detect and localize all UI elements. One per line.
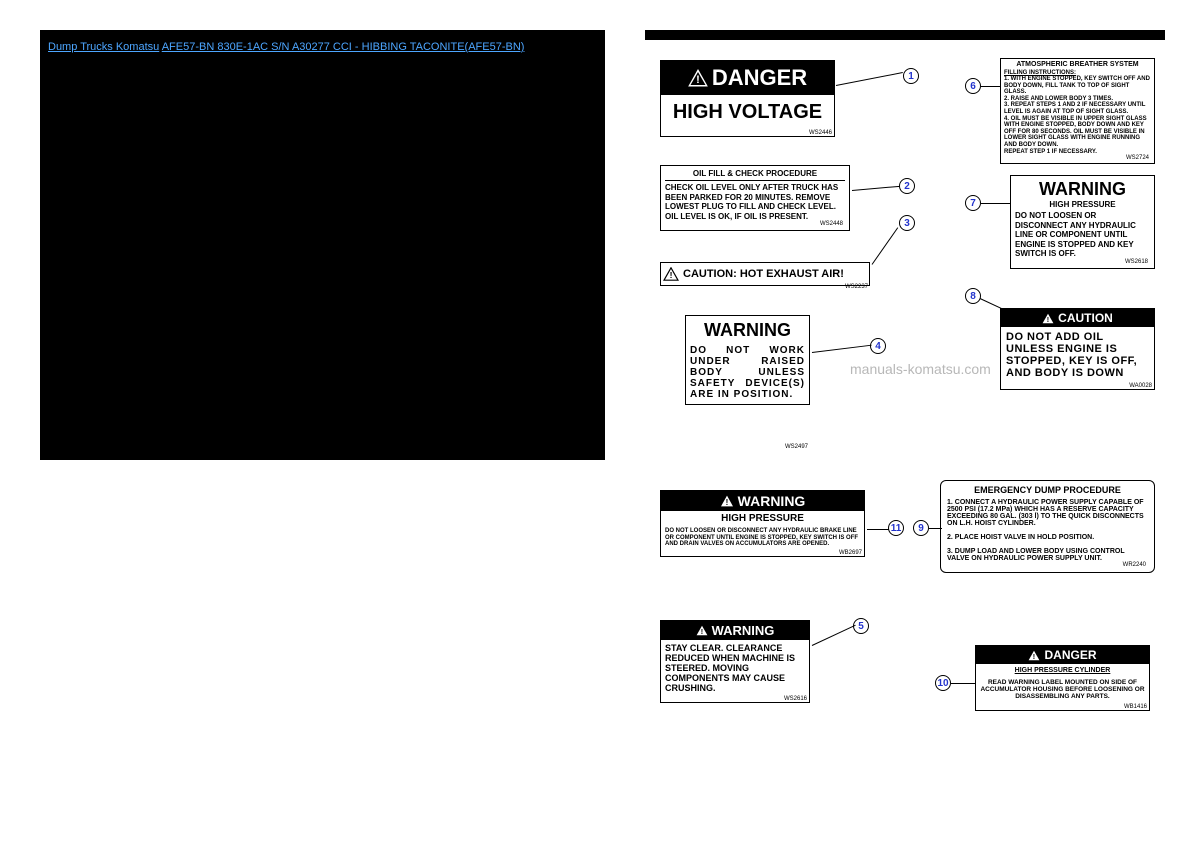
label-warning-hp: WARNING HIGH PRESSURE DO NOT LOOSEN OR D… xyxy=(1010,175,1155,269)
callout-2: 2 xyxy=(899,178,915,194)
part-number: WS2237 xyxy=(660,284,870,290)
left-panel: Dump Trucks Komatsu AFE57-BN 830E-1AC S/… xyxy=(40,30,605,460)
label-body: DO NOT WORK UNDER RAISED BODY UNLESS SAF… xyxy=(690,341,805,400)
part-number: WS2618 xyxy=(1015,259,1150,265)
leader-line xyxy=(867,529,889,530)
part-number: WB2697 xyxy=(661,550,864,556)
part-number: WB1416 xyxy=(976,704,1149,710)
label-body: 1. WITH ENGINE STOPPED, KEY SWITCH OFF A… xyxy=(1004,76,1151,155)
callout-5: 5 xyxy=(853,618,869,634)
svg-text:!: ! xyxy=(696,74,700,86)
leader-line xyxy=(836,72,903,86)
label-body: 1. CONNECT A HYDRAULIC POWER SUPPLY CAPA… xyxy=(947,499,1148,562)
label-header: ! CAUTION xyxy=(1001,309,1154,327)
label-title: DANGER xyxy=(712,65,807,91)
callout-7: 7 xyxy=(965,195,981,211)
warning-triangle-icon: ! xyxy=(1028,650,1040,661)
label-body: HIGH VOLTAGE xyxy=(661,95,834,130)
callout-4: 4 xyxy=(870,338,886,354)
label-title: CAUTION xyxy=(1058,311,1113,325)
callout-3: 3 xyxy=(899,215,915,231)
label-header: ! WARNING xyxy=(661,491,864,511)
label-hot-exhaust: ! CAUTION: HOT EXHAUST AIR! xyxy=(660,262,870,286)
leader-line xyxy=(852,186,900,191)
label-sub: HIGH PRESSURE xyxy=(661,511,864,526)
leader-line xyxy=(980,298,1006,311)
label-header: ATMOSPHERIC BREATHER SYSTEM xyxy=(1004,61,1151,68)
label-danger-hv: ! DANGER HIGH VOLTAGE WS2446 xyxy=(660,60,835,137)
callout-1: 1 xyxy=(903,68,919,84)
part-number: WR2240 xyxy=(947,562,1148,568)
part-number: WS2446 xyxy=(661,130,834,136)
leader-line xyxy=(929,528,942,529)
label-caution-oil: ! CAUTION DO NOT ADD OIL UNLESS ENGINE I… xyxy=(1000,308,1155,390)
watermark: manuals-komatsu.com xyxy=(850,361,991,377)
leader-line xyxy=(872,227,899,264)
label-body: CHECK OIL LEVEL ONLY AFTER TRUCK HAS BEE… xyxy=(665,183,845,221)
label-oil-fill: OIL FILL & CHECK PROCEDURE CHECK OIL LEV… xyxy=(660,165,850,231)
diagram-panel: ! DANGER HIGH VOLTAGE WS2446 OIL FILL & … xyxy=(645,30,1165,790)
warning-triangle-icon: ! xyxy=(720,495,734,507)
label-warning-hp-brake: ! WARNING HIGH PRESSURE DO NOT LOOSEN OR… xyxy=(660,490,865,557)
label-emergency-dump: EMERGENCY DUMP PROCEDURE 1. CONNECT A HY… xyxy=(940,480,1155,573)
label-stay-clear: ! WARNING STAY CLEAR. CLEARANCE REDUCED … xyxy=(660,620,810,703)
label-title: WARNING xyxy=(712,623,775,638)
svg-text:!: ! xyxy=(670,270,673,280)
leader-line xyxy=(981,86,1001,87)
svg-text:!: ! xyxy=(1047,315,1049,324)
label-header: WARNING xyxy=(1015,179,1150,200)
svg-text:!: ! xyxy=(1033,652,1035,661)
label-header: OIL FILL & CHECK PROCEDURE xyxy=(665,169,845,181)
part-number: WA0028 xyxy=(1001,383,1154,389)
label-body: DO NOT LOOSEN OR DISCONNECT ANY HYDRAULI… xyxy=(1015,209,1150,259)
svg-text:!: ! xyxy=(725,498,728,507)
leader-line xyxy=(951,683,976,684)
leader-line xyxy=(812,625,856,646)
label-header: ! DANGER xyxy=(661,61,834,95)
label-body: DO NOT LOOSEN OR DISCONNECT ANY HYDRAULI… xyxy=(661,526,864,550)
label-danger-cylinder: ! DANGER HIGH PRESSURE CYLINDER READ WAR… xyxy=(975,645,1150,711)
label-body: DO NOT ADD OIL UNLESS ENGINE IS STOPPED,… xyxy=(1001,327,1154,383)
breadcrumb-link-model[interactable]: AFE57-BN 830E-1AC S/N A30277 CCI - HIBBI… xyxy=(162,41,525,53)
callout-8: 8 xyxy=(965,288,981,304)
label-body: CAUTION: HOT EXHAUST AIR! xyxy=(683,268,844,280)
callout-11: 11 xyxy=(888,520,904,536)
label-header: ! DANGER xyxy=(976,646,1149,664)
warning-triangle-icon: ! xyxy=(696,625,708,636)
label-body: STAY CLEAR. CLEARANCE REDUCED WHEN MACHI… xyxy=(661,640,809,696)
part-number: WS2724 xyxy=(1004,155,1151,161)
label-header: ! WARNING xyxy=(661,621,809,640)
callout-6: 6 xyxy=(965,78,981,94)
leader-line xyxy=(812,345,872,353)
breadcrumb-link-category[interactable]: Dump Trucks Komatsu xyxy=(48,41,159,53)
warning-triangle-icon: ! xyxy=(1042,313,1054,324)
warning-triangle-icon: ! xyxy=(688,69,708,87)
label-title: WARNING xyxy=(738,493,806,509)
part-number: WS2448 xyxy=(665,221,845,227)
leader-line xyxy=(981,203,1011,204)
label-sub: HIGH PRESSURE CYLINDER xyxy=(976,664,1149,677)
label-sub: FILLING INSTRUCTIONS: xyxy=(1004,68,1151,76)
label-header: WARNING xyxy=(690,320,805,341)
label-body: READ WARNING LABEL MOUNTED ON SIDE OF AC… xyxy=(976,677,1149,704)
part-number: WS2497 xyxy=(685,444,810,450)
label-header: EMERGENCY DUMP PROCEDURE xyxy=(947,485,1148,499)
part-number: WS2616 xyxy=(661,696,809,702)
svg-text:!: ! xyxy=(700,627,702,636)
label-sub: HIGH PRESSURE xyxy=(1015,200,1150,209)
label-atmospheric: ATMOSPHERIC BREATHER SYSTEM FILLING INST… xyxy=(1000,58,1155,164)
callout-10: 10 xyxy=(935,675,951,691)
label-title: DANGER xyxy=(1044,648,1096,662)
breadcrumb: Dump Trucks Komatsu AFE57-BN 830E-1AC S/… xyxy=(40,30,605,65)
callout-9: 9 xyxy=(913,520,929,536)
warning-triangle-icon: ! xyxy=(663,267,679,281)
label-raised-body: WARNING DO NOT WORK UNDER RAISED BODY UN… xyxy=(685,315,810,405)
